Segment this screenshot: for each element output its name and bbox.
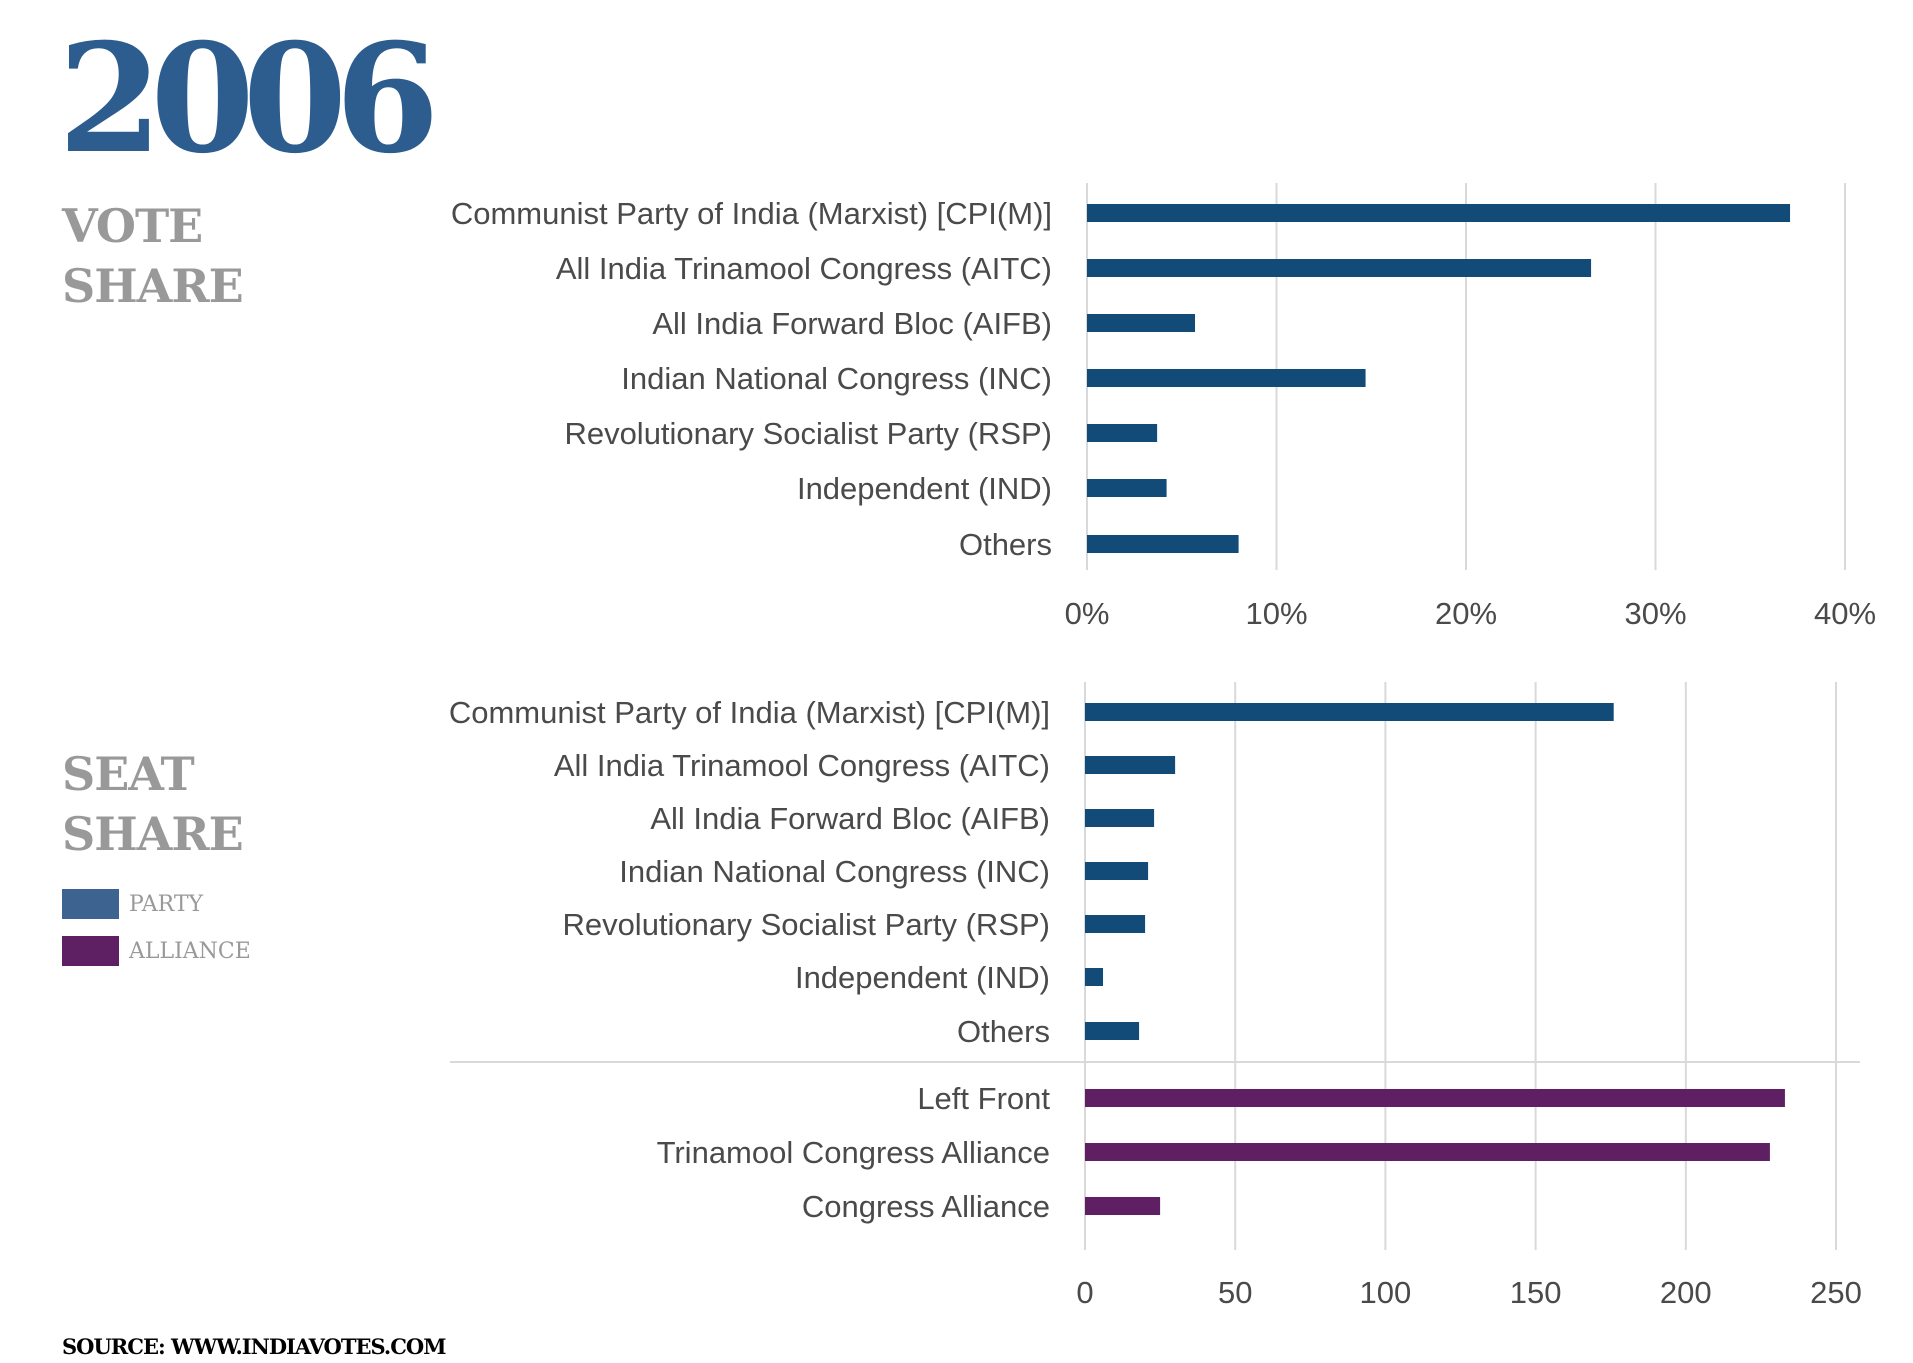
- seat-share-bar-all-india-trinamool-congress-aitc: [1085, 756, 1176, 774]
- seat-share-bar-others: [1085, 1022, 1140, 1040]
- seat-share-category-label: All India Forward Bloc (AIFB): [650, 801, 1050, 836]
- seat-share-category-label: Others: [957, 1014, 1050, 1049]
- seat-share-tick-label: 0: [1076, 1275, 1093, 1310]
- legend-item-alliance: ALLIANCE: [62, 935, 251, 967]
- seat-share-bar-congress-alliance: [1085, 1197, 1161, 1215]
- seat-share-category-label: Independent (IND): [795, 960, 1050, 995]
- seat-share-tick-label: 100: [1360, 1275, 1412, 1310]
- seat-share-bar-indian-national-congress-inc: [1085, 862, 1149, 880]
- seat-share-bar-trinamool-congress-alliance: [1085, 1143, 1770, 1161]
- seat-share-category-label: Trinamool Congress Alliance: [657, 1135, 1050, 1170]
- seat-share-category-label: Indian National Congress (INC): [619, 854, 1050, 889]
- vote-share-chart: 0% 10% 20% 30% 40% Communist Party of India (…: [451, 183, 1876, 631]
- vote-share-category-label: Revolutionary Socialist Party (RSP): [564, 416, 1052, 451]
- vote-share-category-label: Indian National Congress (INC): [621, 361, 1052, 396]
- legend-swatch-alliance: [62, 936, 119, 966]
- vote-share-title-line2: SHARE: [62, 259, 244, 313]
- legend-swatch-party: [62, 889, 119, 919]
- vote-share-tick-label: 40%: [1814, 596, 1876, 631]
- seat-share-category-label: Communist Party of India (Marxist) [CPI(…: [449, 695, 1050, 730]
- vote-share-category-label: All India Trinamool Congress (AITC): [556, 251, 1052, 286]
- vote-share-bar-all-india-forward-bloc-aifb: [1087, 314, 1196, 332]
- vote-share-category-label: Communist Party of India (Marxist) [CPI(…: [451, 196, 1052, 231]
- legend-label-party: PARTY: [129, 891, 204, 917]
- seat-share-tick-label: 150: [1510, 1275, 1562, 1310]
- seat-share-tick-label: 200: [1660, 1275, 1712, 1310]
- seat-share-title-line2: SHARE: [62, 807, 244, 861]
- seat-share-title: SEAT SHARE: [62, 744, 244, 864]
- seat-share-tick-label: 50: [1218, 1275, 1252, 1310]
- vote-share-bar-all-india-trinamool-congress-aitc: [1087, 259, 1592, 277]
- seat-share-category-label: Left Front: [917, 1081, 1050, 1116]
- seat-share-category-label: Revolutionary Socialist Party (RSP): [562, 907, 1050, 942]
- legend-item-party: PARTY: [62, 888, 203, 920]
- vote-share-tick-label: 0%: [1065, 596, 1110, 631]
- vote-share-bar-others: [1087, 535, 1239, 553]
- seat-share-bar-left-front: [1085, 1089, 1785, 1107]
- seat-share-tick-label: 250: [1810, 1275, 1862, 1310]
- vote-share-category-label: Independent (IND): [797, 471, 1052, 506]
- vote-share-tick-label: 20%: [1435, 596, 1497, 631]
- vote-share-tick-label: 10%: [1245, 596, 1307, 631]
- seat-share-title-line1: SEAT: [62, 747, 195, 801]
- vote-share-tick-label: 30%: [1624, 596, 1686, 631]
- source-credit: SOURCE: WWW.INDIAVOTES.COM: [62, 1334, 446, 1359]
- vote-share-category-label: All India Forward Bloc (AIFB): [652, 306, 1052, 341]
- vote-share-title-line1: VOTE: [62, 199, 203, 253]
- seat-share-category-label: All India Trinamool Congress (AITC): [554, 748, 1050, 783]
- legend-label-alliance: ALLIANCE: [129, 938, 251, 964]
- vote-share-category-label: Others: [959, 527, 1052, 562]
- vote-share-bar-indian-national-congress-inc: [1087, 369, 1366, 387]
- seat-share-bar-all-india-forward-bloc-aifb: [1085, 809, 1155, 827]
- seat-share-bar-independent-ind: [1085, 968, 1104, 986]
- vote-share-bar-revolutionary-socialist-party-rsp: [1087, 424, 1158, 442]
- seat-share-bar-communist-party-of-india-marxist-cpi-m: [1085, 703, 1614, 721]
- vote-share-title: VOTE SHARE: [62, 196, 244, 316]
- vote-share-bar-communist-party-of-india-marxist-cpi-m: [1087, 204, 1791, 222]
- vote-share-bar-independent-ind: [1087, 479, 1167, 497]
- seat-share-category-label: Congress Alliance: [802, 1189, 1050, 1224]
- seat-share-bar-revolutionary-socialist-party-rsp: [1085, 915, 1146, 933]
- year-heading: 2006: [58, 11, 440, 187]
